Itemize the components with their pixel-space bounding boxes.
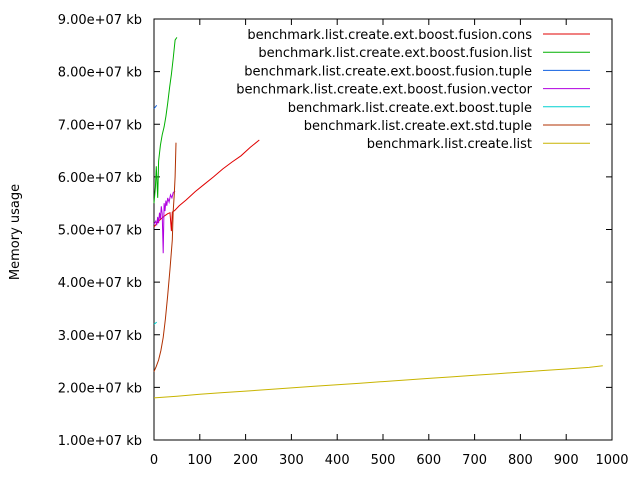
y-tick-label: 3.00e+07 kb — [58, 329, 142, 344]
legend-label: benchmark.list.create.ext.boost.fusion.t… — [244, 64, 532, 79]
legend-label: benchmark.list.create.ext.std.tuple — [304, 119, 532, 134]
y-tick-label: 8.00e+07 kb — [58, 66, 142, 81]
legend: benchmark.list.create.ext.boost.fusion.c… — [236, 28, 590, 152]
y-tick-label: 2.00e+07 kb — [58, 381, 142, 396]
legend-label: benchmark.list.create.ext.boost.fusion.c… — [247, 28, 532, 43]
x-tick-label: 800 — [508, 453, 533, 468]
series-line-6 — [153, 142, 177, 372]
x-tick-label: 0 — [150, 453, 158, 468]
y-tick-label: 5.00e+07 kb — [58, 224, 142, 239]
x-tick-label: 300 — [279, 453, 304, 468]
legend-label: benchmark.list.create.ext.boost.fusion.v… — [236, 83, 532, 98]
series-line-2 — [153, 37, 178, 204]
legend-label: benchmark.list.create.ext.boost.tuple — [288, 101, 532, 116]
y-tick-label: 7.00e+07 kb — [58, 118, 142, 133]
x-tick-label: 600 — [416, 453, 441, 468]
x-tick-label: 200 — [233, 453, 258, 468]
series-line-7 — [153, 365, 603, 399]
x-tick-label: 500 — [371, 453, 396, 468]
y-tick-label: 6.00e+07 kb — [58, 171, 142, 186]
x-tick-label: 700 — [462, 453, 487, 468]
y-tick-label: 1.00e+07 kb — [58, 434, 142, 449]
legend-label: benchmark.list.create.ext.boost.fusion.l… — [258, 46, 532, 61]
series-line-3 — [153, 104, 158, 109]
x-tick-label: 1000 — [595, 453, 628, 468]
series-line-4 — [153, 190, 176, 254]
x-tick-label: 900 — [554, 453, 579, 468]
y-axis: 1.00e+07 kb 2.00e+07 kb 3.00e+07 kb 4.00e+0… — [58, 13, 612, 449]
x-tick-label: 100 — [187, 453, 212, 468]
series-lines — [153, 37, 603, 399]
y-axis-title: Memory usage — [8, 184, 23, 280]
x-tick-label: 400 — [325, 453, 350, 468]
y-tick-label: 4.00e+07 kb — [58, 276, 142, 291]
y-tick-label: 9.00e+07 kb — [58, 13, 142, 28]
x-axis: 0 100 200 300 400 500 600 700 800 900 1000 — [150, 19, 629, 468]
legend-label: benchmark.list.create.list — [367, 137, 532, 152]
series-line-1 — [153, 139, 260, 232]
series-line-5 — [153, 321, 158, 325]
